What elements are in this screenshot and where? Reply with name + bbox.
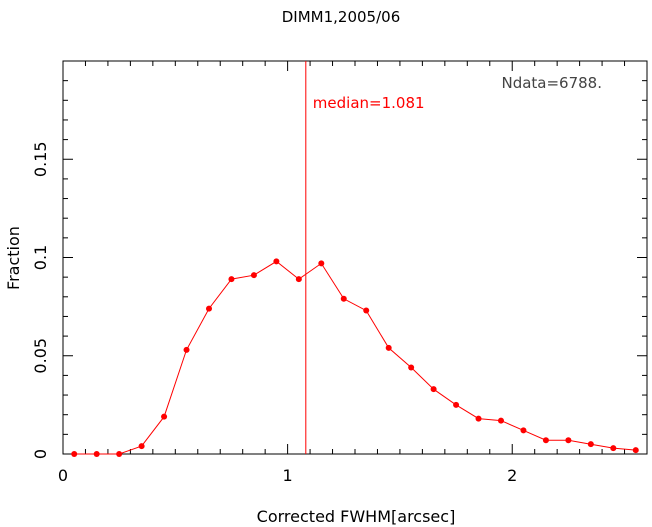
data-point	[363, 307, 370, 314]
data-point	[250, 272, 257, 279]
series-line	[74, 260, 636, 455]
data-point	[71, 451, 78, 457]
x-tick-label: 1	[283, 466, 293, 485]
data-point	[93, 451, 100, 457]
data-point	[340, 295, 347, 302]
data-point	[161, 413, 168, 420]
y-tick-label: 0.05	[31, 338, 50, 374]
series-points	[71, 258, 639, 457]
ndata-label: Ndata=6788.	[501, 74, 602, 92]
data-point	[408, 364, 415, 371]
y-axis-label: Fraction	[4, 226, 23, 290]
data-point	[587, 441, 594, 448]
x-axis-label: Corrected FWHM[arcsec]	[257, 507, 456, 526]
chart-title: DIMM1,2005/06	[282, 8, 400, 26]
data-point	[228, 276, 235, 283]
x-tick-label: 0	[58, 466, 68, 485]
median-label: median=1.081	[313, 94, 425, 112]
x-tick-label: 2	[507, 466, 517, 485]
data-point	[430, 386, 437, 393]
y-axis: 0 0.05 0.1 0.15	[31, 80, 647, 459]
data-point	[565, 437, 572, 444]
data-point	[206, 305, 212, 312]
data-point	[610, 445, 617, 452]
x-axis: 0 1 2	[58, 61, 648, 485]
data-point	[542, 437, 549, 444]
data-point	[183, 346, 190, 353]
data-point	[453, 401, 460, 408]
data-point	[116, 451, 123, 457]
data-point	[498, 417, 504, 424]
data-point	[138, 443, 145, 450]
data-point	[385, 344, 392, 351]
data-point	[295, 276, 302, 283]
data-point	[273, 258, 280, 265]
data-point	[318, 260, 325, 267]
y-tick-label: 0.1	[31, 245, 50, 270]
data-point	[475, 415, 482, 422]
y-tick-label: 0	[31, 449, 50, 459]
data-point	[520, 427, 527, 434]
y-tick-label: 0.15	[31, 141, 50, 177]
data-point	[632, 447, 639, 454]
plot-frame	[62, 60, 648, 455]
